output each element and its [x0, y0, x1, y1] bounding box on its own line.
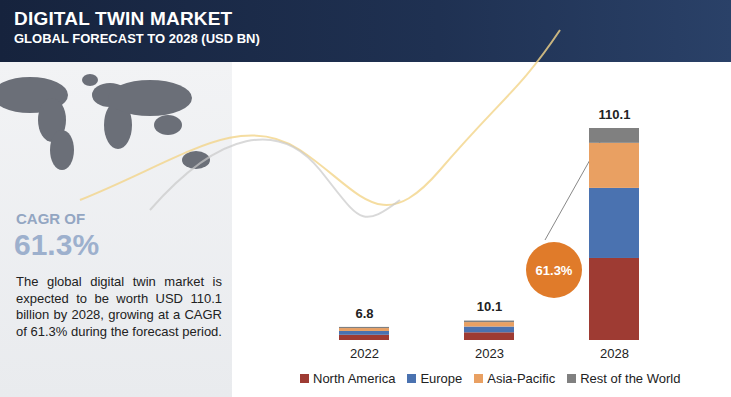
html-text:61.3%: 61.3% — [14, 228, 100, 261]
html-text:Asia-Pacific: Asia-Pacific — [487, 371, 556, 386]
svg-text:2023: 2023 — [475, 346, 504, 361]
html-text:CAGR OF: CAGR OF — [16, 210, 86, 227]
html-text:Rest of the World: Rest of the World — [580, 371, 681, 386]
svg-text:2022: 2022 — [350, 346, 379, 361]
html-text:Europe: Europe — [420, 371, 463, 386]
html-text:61.3%: 61.3% — [535, 262, 573, 278]
html-text:North America: North America — [313, 371, 396, 386]
html-text:The global digital twin market: The global digital twin market is expect… — [16, 274, 222, 339]
svg-text:6.8: 6.8 — [355, 306, 373, 321]
html-text:DIGITAL TWIN MARKET: DIGITAL TWIN MARKET — [14, 8, 233, 29]
html-text:GLOBAL FORECAST TO 2028 (USD B: GLOBAL FORECAST TO 2028 (USD BN) — [14, 31, 260, 46]
svg-text:10.1: 10.1 — [477, 299, 502, 314]
svg-text:2028: 2028 — [600, 346, 629, 361]
svg-text:110.1: 110.1 — [599, 107, 631, 122]
